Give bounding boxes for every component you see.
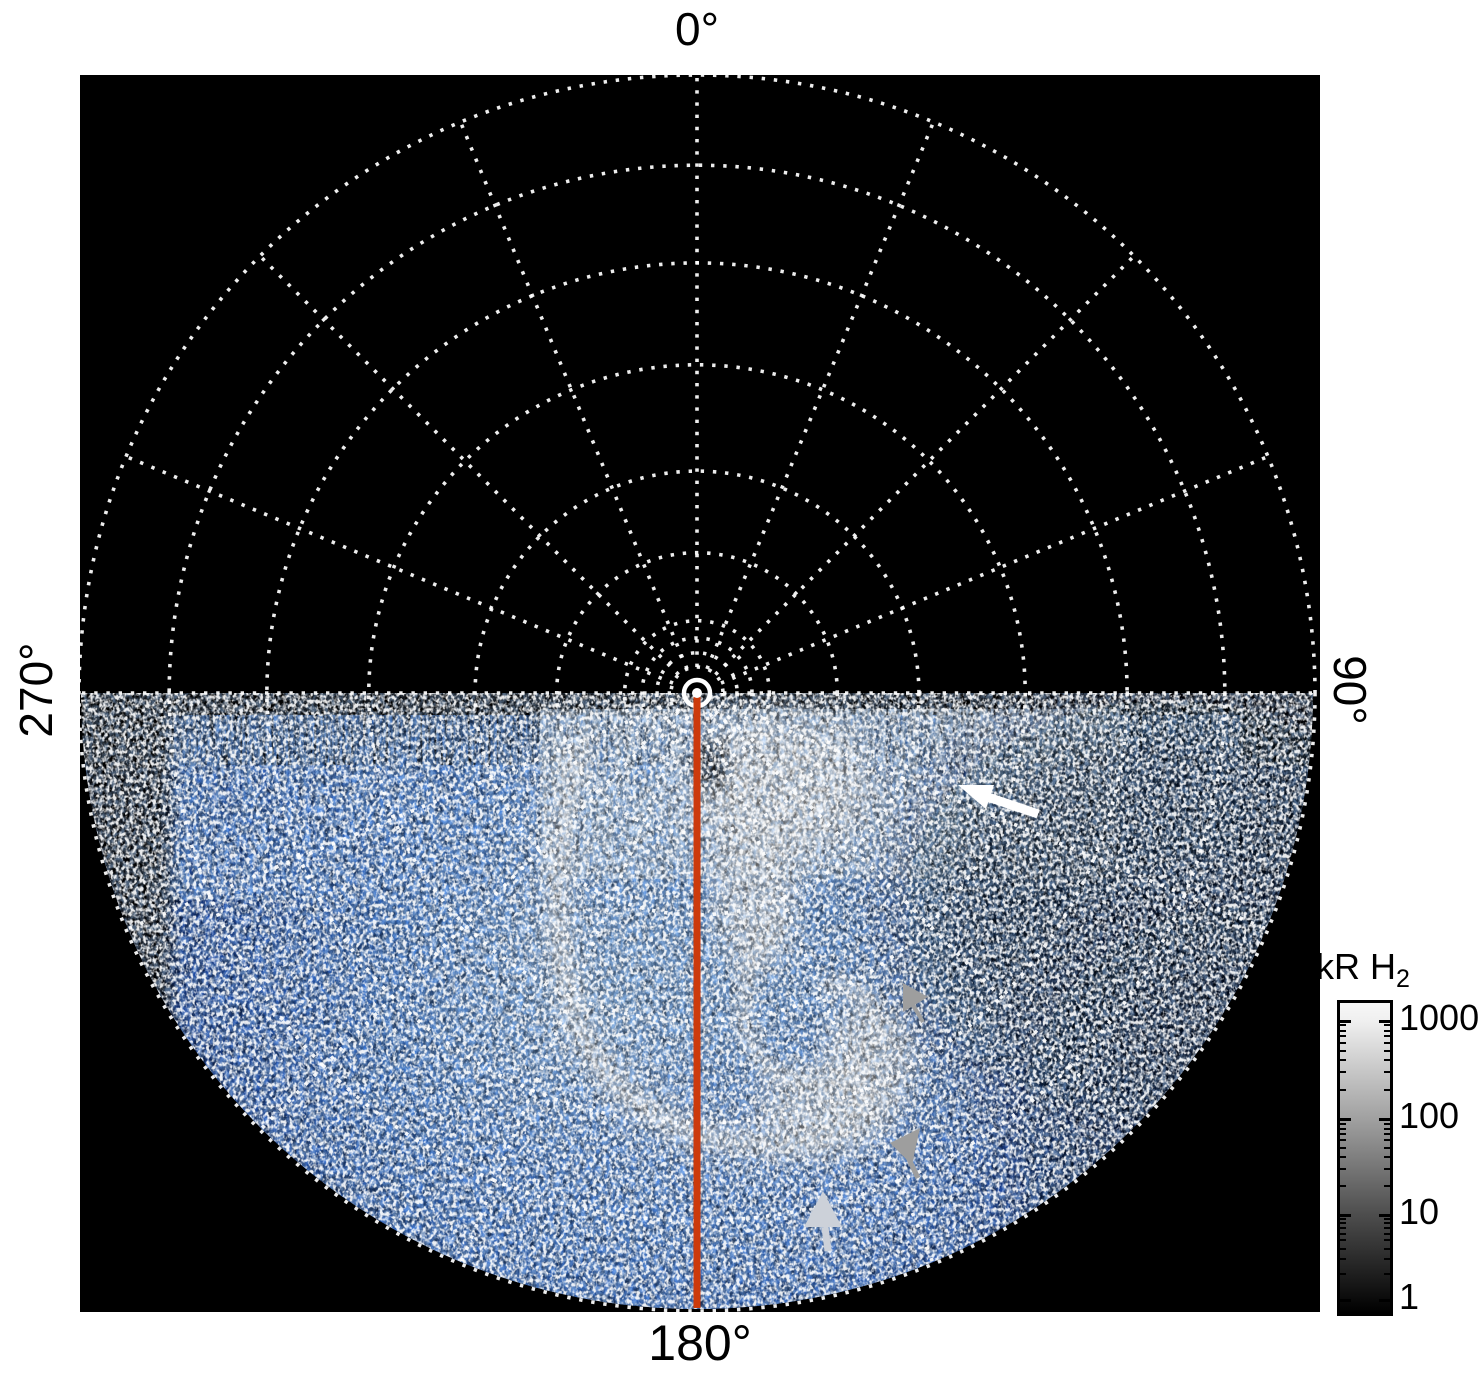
- gray-arrow-up: [804, 1191, 842, 1252]
- colorbar-minor-tick: [1340, 1041, 1346, 1044]
- polar-plot: [80, 75, 1320, 1312]
- gray-arrowhead-1: [903, 983, 928, 1024]
- colorbar-minor-tick: [1340, 1049, 1346, 1052]
- colorbar-minor-tick: [1384, 1168, 1390, 1171]
- colorbar-minor-tick: [1384, 1156, 1390, 1159]
- grid-spoke: [705, 121, 936, 670]
- angle-label-270: 270°: [10, 642, 62, 738]
- colorbar-minor-tick: [1384, 1024, 1390, 1027]
- colorbar-minor-tick: [1384, 1133, 1390, 1136]
- colorbar-minor-tick: [1340, 1059, 1346, 1062]
- colorbar-minor-tick: [1340, 1232, 1346, 1235]
- colorbar-minor-tick: [1384, 1239, 1390, 1242]
- colorbar-minor-tick: [1340, 1035, 1346, 1038]
- colorbar-minor-tick: [1384, 1059, 1390, 1062]
- gray-arrowhead-2: [890, 1128, 921, 1180]
- colorbar-minor-tick: [1340, 1139, 1346, 1142]
- colorbar-major-tick: [1379, 1213, 1390, 1217]
- colorbar-minor-tick: [1340, 1122, 1346, 1125]
- colorbar-minor-tick: [1384, 1247, 1390, 1250]
- angle-label-180: 180°: [648, 1315, 752, 1371]
- grid-spoke: [458, 121, 689, 670]
- colorbar-minor-tick: [1384, 1071, 1390, 1074]
- grid-spoke: [714, 254, 1136, 676]
- colorbar-tick-label: 10: [1399, 1190, 1440, 1232]
- colorbar-minor-tick: [1340, 1247, 1346, 1250]
- colorbar-minor-tick: [1340, 1088, 1346, 1091]
- colorbar-major-tick: [1379, 1019, 1390, 1023]
- colorbar-minor-tick: [1384, 1184, 1390, 1187]
- polar-plot-canvas: [80, 75, 1320, 1312]
- colorbar-title-subscript: 2: [1396, 965, 1410, 994]
- grid-spoke: [458, 716, 689, 1265]
- colorbar-minor-tick: [1384, 1217, 1390, 1220]
- white-arrow: [958, 785, 1040, 819]
- colorbar-minor-tick: [1340, 1258, 1346, 1261]
- colorbar-minor-tick: [1340, 1127, 1346, 1130]
- colorbar-minor-tick: [1340, 1133, 1346, 1136]
- grid-spoke: [125, 454, 674, 685]
- colorbar-tick-label: 1: [1399, 1275, 1420, 1317]
- grid-spoke: [125, 701, 674, 932]
- colorbar-minor-tick: [1340, 1217, 1346, 1220]
- colorbar-minor-tick: [1340, 1184, 1346, 1187]
- colorbar-labels: 1000 100 10 1: [1399, 996, 1481, 1317]
- colorbar-minor-tick: [1340, 1071, 1346, 1074]
- colorbar-minor-tick: [1384, 1041, 1390, 1044]
- colorbar-minor-tick: [1340, 1239, 1346, 1242]
- colorbar-tick-label: 100: [1399, 1095, 1460, 1137]
- colorbar-minor-tick: [1340, 1168, 1346, 1171]
- colorbar-major-tick: [1340, 1213, 1351, 1217]
- colorbar-minor-tick: [1340, 1221, 1346, 1224]
- colorbar: [1337, 1000, 1393, 1316]
- colorbar-minor-tick: [1340, 1156, 1346, 1159]
- grid-spoke: [258, 710, 680, 1132]
- colorbar-tick-label: 1000: [1399, 996, 1480, 1038]
- colorbar-minor-tick: [1384, 1088, 1390, 1091]
- colorbar-minor-tick: [1384, 1258, 1390, 1261]
- colorbar-minor-tick: [1384, 1029, 1390, 1032]
- colorbar-minor-tick: [1340, 1226, 1346, 1229]
- pole-marker-dot: [692, 688, 702, 698]
- colorbar-minor-tick: [1384, 1049, 1390, 1052]
- colorbar-minor-tick: [1384, 1139, 1390, 1142]
- colorbar-minor-tick: [1384, 1035, 1390, 1038]
- colorbar-minor-tick: [1340, 1273, 1346, 1276]
- colorbar-minor-tick: [1384, 1221, 1390, 1224]
- polar-grid: [80, 75, 1317, 1312]
- colorbar-minor-tick: [1384, 1232, 1390, 1235]
- angle-label-0: 0°: [675, 3, 719, 55]
- grid-spoke: [705, 716, 936, 1265]
- colorbar-minor-tick: [1384, 1127, 1390, 1130]
- grid-ring: [622, 618, 772, 768]
- grid-spoke: [720, 454, 1269, 685]
- colorbar-minor-tick: [1340, 1029, 1346, 1032]
- colorbar-major-tick: [1379, 1298, 1390, 1302]
- grid-spoke: [720, 701, 1269, 932]
- colorbar-major-tick: [1340, 1298, 1351, 1302]
- colorbar-minor-tick: [1384, 1226, 1390, 1229]
- colorbar-title: kR H2: [1316, 946, 1410, 994]
- colorbar-minor-tick: [1340, 1146, 1346, 1149]
- colorbar-minor-tick: [1384, 1122, 1390, 1125]
- angle-label-90: 90°: [1324, 655, 1376, 725]
- annotations: [804, 785, 1040, 1252]
- colorbar-minor-tick: [1340, 1024, 1346, 1027]
- grid-spoke: [258, 254, 680, 676]
- colorbar-major-tick: [1340, 1019, 1351, 1023]
- colorbar-minor-tick: [1384, 1273, 1390, 1276]
- colorbar-minor-tick: [1384, 1146, 1390, 1149]
- grid-spoke: [714, 710, 1136, 1132]
- colorbar-major-tick: [1379, 1118, 1390, 1122]
- grid-ring: [80, 75, 1317, 1312]
- colorbar-major-tick: [1340, 1118, 1351, 1122]
